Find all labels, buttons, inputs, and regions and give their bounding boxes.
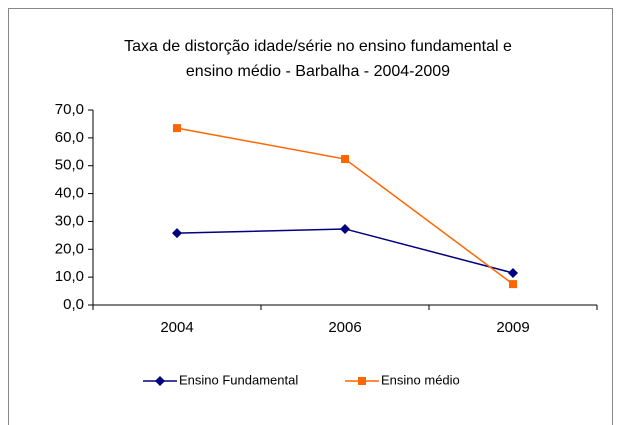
legend-label: Ensino médio [381, 372, 460, 387]
marker [173, 124, 181, 133]
series-line [176, 228, 514, 274]
legend-label: Ensino Fundamental [179, 372, 298, 387]
chart-title: Taxa de distorção idade/série no ensino … [124, 38, 512, 55]
y-tick-label: 30,0 [55, 212, 84, 229]
marker [508, 267, 518, 278]
y-tick-label: 70,0 [55, 101, 84, 118]
series-line [176, 127, 514, 285]
chart-title: ensino médio - Barbalha - 2004-2009 [186, 63, 450, 80]
marker [358, 377, 366, 385]
y-tick-label: 0,0 [63, 296, 84, 313]
x-tick-label: 2006 [328, 319, 361, 336]
marker [509, 280, 517, 289]
marker [155, 376, 165, 386]
y-tick-label: 40,0 [55, 185, 84, 202]
y-tick-label: 10,0 [55, 268, 84, 285]
marker [341, 155, 349, 164]
y-tick-label: 60,0 [55, 129, 84, 146]
marker [172, 228, 182, 239]
chart-frame [8, 8, 613, 425]
y-tick-label: 50,0 [55, 157, 84, 174]
marker [340, 223, 350, 234]
x-tick-label: 2009 [496, 319, 529, 336]
y-tick-label: 20,0 [55, 240, 84, 257]
x-tick-label: 2004 [160, 319, 193, 336]
